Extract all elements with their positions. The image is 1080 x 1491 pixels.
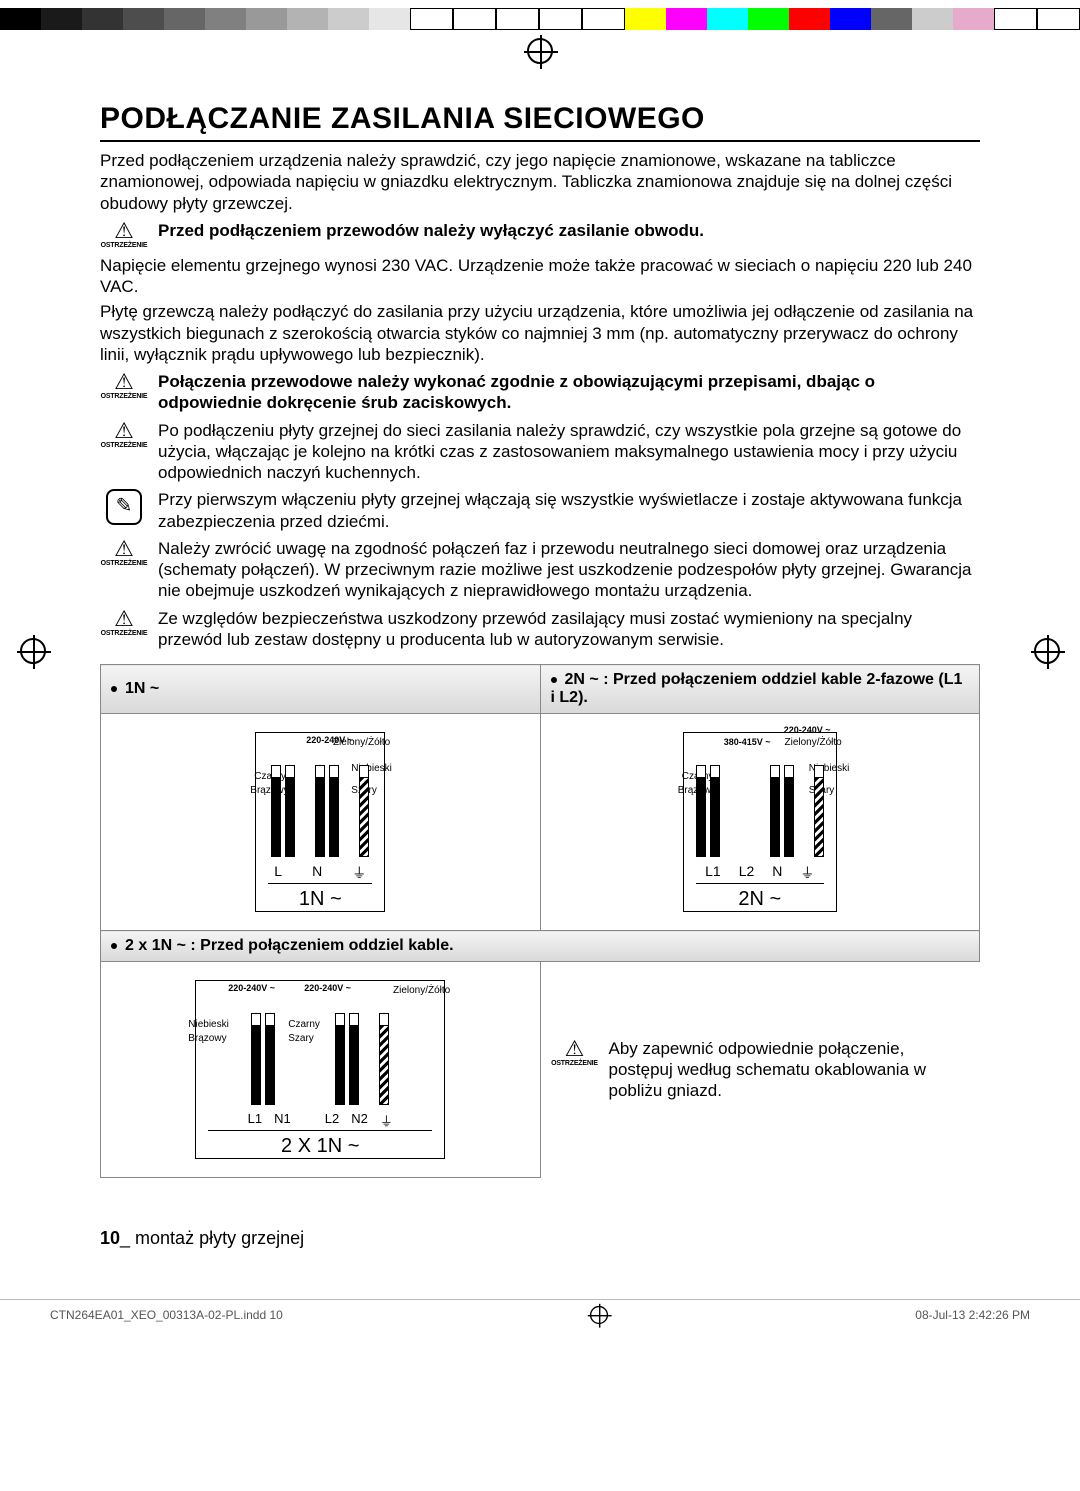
connection-table: 1N ~ 2N ~ : Przed połączeniem oddziel ka… — [100, 664, 980, 1178]
body-paragraph: Płytę grzewczą należy podłączyć do zasil… — [100, 301, 980, 365]
warning-text: Należy zwrócić uwagę na zgodność połącze… — [158, 538, 980, 602]
reg-mark-row — [0, 30, 1080, 72]
warning-block: ⚠ OSTRZEŻENIE Ze względów bezpieczeństwa… — [100, 608, 980, 651]
registration-mark-icon — [590, 1306, 608, 1324]
warning-label: OSTRZEŻENIE — [551, 1060, 598, 1067]
page-title: PODŁĄCZANIE ZASILANIA SIECIOWEGO — [100, 102, 980, 142]
terminal-label: N1 — [274, 1111, 291, 1130]
connection-header: 2N ~ : Przed połączeniem oddziel kable 2… — [540, 665, 980, 714]
print-date: 08-Jul-13 2:42:26 PM — [915, 1308, 1030, 1328]
warning-icon: ⚠ — [114, 371, 134, 393]
warning-icon: ⚠ — [565, 1038, 585, 1060]
header-label: 1N ~ — [125, 680, 159, 697]
page-number: 10 — [100, 1228, 120, 1248]
terminal-label: ⏚ — [380, 1111, 393, 1130]
print-file: CTN264EA01_XEO_00313A-02-PL.indd 10 — [50, 1308, 283, 1328]
voltage-label: 220-240V ~ — [304, 983, 351, 993]
info-block: ✎ Przy pierwszym włączeniu płyty grzejne… — [100, 489, 980, 532]
connection-header: 1N ~ — [101, 665, 541, 714]
terminal-label: N2 — [351, 1111, 368, 1130]
warning-block: ⚠ OSTRZEŻENIE Połączenia przewodowe nale… — [100, 371, 980, 414]
terminal-label: ⏚ — [352, 863, 366, 883]
info-text: Przy pierwszym włączeniu płyty grzejnej … — [158, 489, 980, 532]
voltage-label: 220-240V ~ — [784, 725, 831, 735]
diagram-caption: 2N ~ — [696, 883, 824, 911]
terminal-label: L1 — [705, 863, 721, 883]
wiring-diagram-2x1n: 220-240V ~ 220-240V ~ Niebieski Brązowy … — [195, 980, 445, 1159]
terminal-label: L2 — [739, 863, 755, 883]
print-footer: CTN264EA01_XEO_00313A-02-PL.indd 10 08-J… — [0, 1299, 1080, 1342]
registration-mark-icon — [527, 38, 553, 64]
connection-header: 2 x 1N ~ : Przed połączeniem oddziel kab… — [101, 931, 980, 962]
warning-block: ⚠ OSTRZEŻENIE Po podłączeniu płyty grzej… — [100, 420, 980, 484]
diagram-caption: 2 X 1N ~ — [208, 1130, 432, 1158]
header-label: 2 x 1N ~ : Przed połączeniem oddziel kab… — [125, 937, 454, 954]
calibration-bar-top — [0, 8, 1080, 30]
warning-text: Połączenia przewodowe należy wykonać zgo… — [158, 371, 980, 414]
diagram-cell-2n: 220-240V ~ 380-415V ~ Czarny Brązowy Nie… — [540, 714, 980, 931]
diagram-cell-2x1n: 220-240V ~ 220-240V ~ Niebieski Brązowy … — [101, 962, 541, 1178]
page-footer: 10_ montaż płyty grzejnej — [100, 1228, 980, 1249]
header-label: 2N ~ : Przed połączeniem oddziel kable 2… — [551, 671, 963, 706]
terminal-label: L — [274, 863, 282, 883]
registration-mark-icon — [20, 638, 46, 664]
warning-text: Ze względów bezpieczeństwa uszkodzony pr… — [158, 608, 980, 651]
warning-icon: ⚠ — [114, 420, 134, 442]
intro-paragraph: Przed podłączeniem urządzenia należy spr… — [100, 150, 980, 214]
terminal-label: L2 — [325, 1111, 339, 1130]
wiring-diagram-2n: 220-240V ~ 380-415V ~ Czarny Brązowy Nie… — [683, 732, 837, 912]
warning-icon: ⚠ — [114, 608, 134, 630]
diagram-cell-1n: 220-240V ~ Czarny Brązowy Niebieski Szar… — [101, 714, 541, 931]
voltage-label: 220-240V ~ — [228, 983, 275, 993]
warning-text: Przed podłączeniem przewodów należy wyłą… — [158, 220, 980, 241]
note-icon: ✎ — [106, 489, 142, 525]
diagram-caption: 1N ~ — [268, 883, 372, 911]
warning-label: OSTRZEŻENIE — [101, 442, 148, 449]
page-content: PODŁĄCZANIE ZASILANIA SIECIOWEGO Przed p… — [0, 72, 1080, 1269]
warning-block: ⚠ OSTRZEŻENIE Przed podłączeniem przewod… — [100, 220, 980, 249]
terminal-label: N — [312, 863, 322, 883]
warning-label: OSTRZEŻENIE — [101, 242, 148, 249]
warning-icon: ⚠ — [114, 538, 134, 560]
warning-label: OSTRZEŻENIE — [101, 630, 148, 637]
diagram-note-cell: ⚠ OSTRZEŻENIE Aby zapewnić odpowiednie p… — [540, 962, 980, 1178]
warning-icon: ⚠ — [114, 220, 134, 242]
footer-section: _ montaż płyty grzejnej — [120, 1228, 304, 1248]
warning-text: Po podłączeniu płyty grzejnej do sieci z… — [158, 420, 980, 484]
warning-label: OSTRZEŻENIE — [101, 393, 148, 400]
warning-label: OSTRZEŻENIE — [101, 560, 148, 567]
terminal-label: N — [772, 863, 782, 883]
diagram-note-text: Aby zapewnić odpowiednie połączenie, pos… — [609, 1038, 970, 1102]
wiring-diagram-1n: 220-240V ~ Czarny Brązowy Niebieski Szar… — [255, 732, 385, 912]
registration-mark-icon — [1034, 638, 1060, 664]
warning-block: ⚠ OSTRZEŻENIE Należy zwrócić uwagę na zg… — [100, 538, 980, 602]
terminal-label: L1 — [248, 1111, 262, 1130]
terminal-label: ⏚ — [800, 863, 814, 883]
body-paragraph: Napięcie elementu grzejnego wynosi 230 V… — [100, 255, 980, 298]
